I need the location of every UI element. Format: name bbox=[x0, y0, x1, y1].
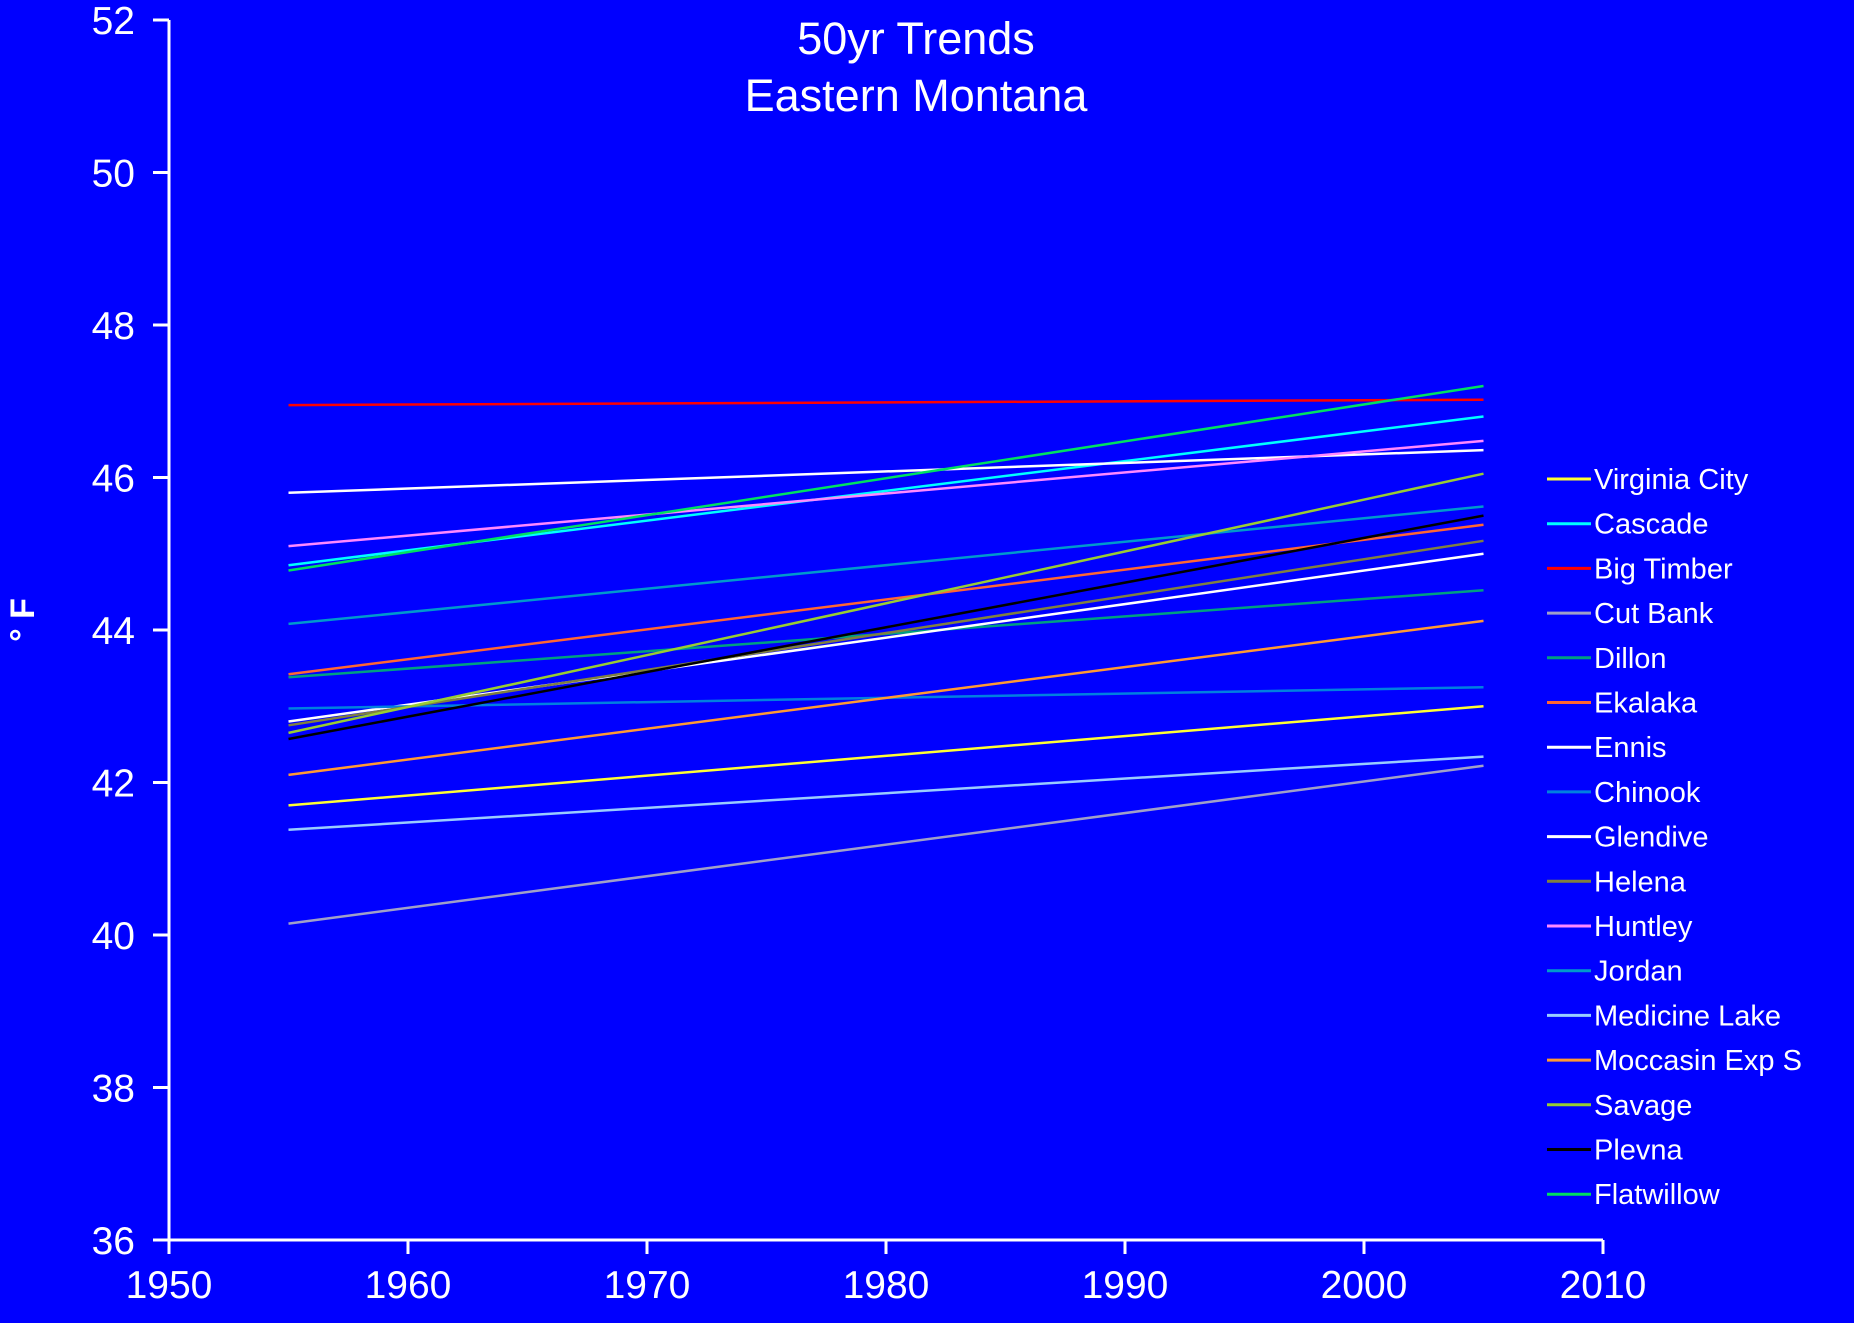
y-tick-label: 42 bbox=[92, 763, 135, 806]
legend-label-cascade: Cascade bbox=[1594, 509, 1708, 541]
legend-label-savage: Savage bbox=[1594, 1090, 1692, 1122]
legend-label-virginia-city: Virginia City bbox=[1594, 464, 1749, 496]
y-axis-label: ° F bbox=[4, 598, 42, 642]
chart-title: 50yr Trends Eastern Montana bbox=[745, 13, 1089, 121]
y-tick-label: 44 bbox=[92, 610, 135, 653]
y-tick-label: 46 bbox=[92, 458, 135, 501]
series-line-flatwillow bbox=[288, 384, 1484, 572]
legend-label-dillon: Dillon bbox=[1594, 643, 1667, 675]
legend-label-jordan: Jordan bbox=[1594, 956, 1683, 988]
legend-label-plevna: Plevna bbox=[1594, 1135, 1684, 1167]
y-tick-label: 38 bbox=[92, 1068, 135, 1111]
chart-title-line-1: 50yr Trends bbox=[797, 13, 1035, 64]
y-ticks: 36 38 40 42 44 46 48 50 52 bbox=[92, 0, 169, 1263]
x-tick-label: 1960 bbox=[365, 1264, 452, 1307]
series-line-savage bbox=[288, 472, 1484, 735]
legend: Virginia City Cascade Big Timber Cut Bank Di… bbox=[1547, 464, 1802, 1211]
series-line-cut-bank bbox=[288, 764, 1484, 925]
series-line-ekalaka bbox=[288, 523, 1484, 676]
y-tick-label: 50 bbox=[92, 153, 135, 196]
series-line-huntley bbox=[288, 439, 1484, 548]
series-line-helena bbox=[288, 539, 1484, 727]
series-line-big-timber bbox=[288, 398, 1484, 407]
legend-label-ennis: Ennis bbox=[1594, 732, 1667, 764]
chart-title-line-2: Eastern Montana bbox=[745, 70, 1089, 121]
series-line-plevna bbox=[288, 514, 1484, 741]
series-line-ennis bbox=[288, 552, 1484, 723]
legend-label-glendive: Glendive bbox=[1594, 822, 1708, 854]
y-tick-label: 52 bbox=[92, 0, 135, 43]
x-ticks: 1950 1960 1970 1980 1990 2000 2010 bbox=[126, 1240, 1647, 1307]
legend-label-helena: Helena bbox=[1594, 866, 1687, 898]
x-tick-label: 1950 bbox=[126, 1264, 213, 1307]
legend-label-flatwillow: Flatwillow bbox=[1594, 1179, 1721, 1211]
series-line-medicine-lake bbox=[288, 755, 1484, 832]
x-tick-label: 1970 bbox=[604, 1264, 691, 1307]
x-tick-label: 2000 bbox=[1321, 1264, 1408, 1307]
x-tick-label: 1980 bbox=[843, 1264, 930, 1307]
legend-label-ekalaka: Ekalaka bbox=[1594, 688, 1698, 720]
y-tick-label: 48 bbox=[92, 305, 135, 348]
legend-label-chinook: Chinook bbox=[1594, 777, 1701, 809]
legend-label-huntley: Huntley bbox=[1594, 911, 1693, 943]
y-tick-label: 40 bbox=[92, 915, 135, 958]
plot-series bbox=[288, 384, 1484, 925]
y-tick-label: 36 bbox=[92, 1220, 135, 1263]
series-line-moccasin-exp-s bbox=[288, 619, 1484, 777]
axes bbox=[167, 20, 1603, 1242]
x-tick-label: 1990 bbox=[1082, 1264, 1169, 1307]
legend-label-moccasin-exp-s: Moccasin Exp S bbox=[1594, 1045, 1802, 1077]
series-line-virginia-city bbox=[288, 705, 1484, 807]
legend-label-big-timber: Big Timber bbox=[1594, 553, 1733, 585]
series-line-jordan bbox=[288, 505, 1484, 626]
x-tick-label: 2010 bbox=[1560, 1264, 1647, 1307]
legend-label-medicine-lake: Medicine Lake bbox=[1594, 1000, 1781, 1032]
legend-label-cut-bank: Cut Bank bbox=[1594, 598, 1714, 630]
